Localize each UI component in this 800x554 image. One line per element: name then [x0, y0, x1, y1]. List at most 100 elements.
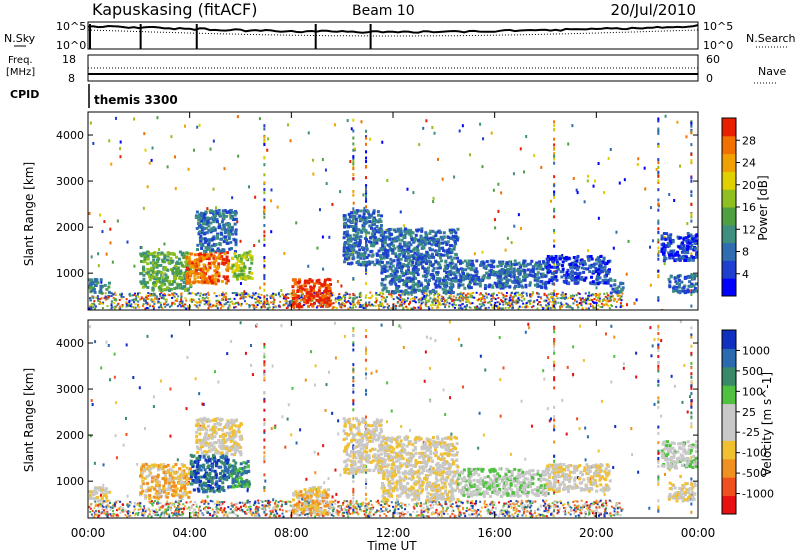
data-cell — [433, 293, 436, 296]
data-cell — [292, 302, 296, 306]
data-cell — [406, 280, 410, 284]
data-cell — [679, 244, 683, 248]
data-cell — [381, 234, 385, 238]
data-cell — [446, 248, 450, 252]
data-cell — [427, 299, 430, 303]
data-cell — [606, 292, 609, 295]
data-cell — [508, 296, 511, 299]
data-cell — [380, 283, 384, 287]
data-cell — [485, 264, 489, 268]
data-cell — [357, 263, 361, 267]
data-cell — [263, 127, 266, 131]
data-cell — [394, 282, 398, 286]
data-cell — [413, 239, 417, 243]
data-cell — [228, 304, 231, 307]
data-cell — [372, 232, 376, 236]
data-cell — [371, 260, 375, 264]
data-cell — [524, 283, 528, 287]
data-cell — [151, 288, 155, 292]
data-cell — [328, 301, 332, 305]
data-cell — [365, 142, 368, 146]
data-cell — [479, 306, 482, 309]
data-cell — [444, 299, 447, 302]
data-cell — [222, 298, 225, 301]
data-cell — [409, 285, 413, 289]
data-cell — [214, 259, 218, 263]
data-cell — [216, 236, 220, 240]
data-cell — [520, 296, 523, 299]
data-cell — [456, 299, 459, 302]
data-cell — [429, 229, 433, 233]
data-cell — [693, 240, 697, 244]
data-cell — [146, 252, 150, 256]
data-cell — [179, 282, 183, 286]
data-cell — [352, 177, 355, 181]
data-cell — [163, 282, 167, 286]
data-cell — [290, 296, 293, 299]
data-cell — [663, 255, 667, 259]
data-cell — [196, 214, 200, 218]
data-cell — [234, 268, 238, 272]
data-cell — [690, 304, 693, 308]
data-cell — [340, 296, 343, 299]
data-cell — [358, 301, 361, 304]
colorbar-swatch — [722, 153, 736, 172]
data-cell — [686, 288, 690, 292]
data-cell — [471, 276, 475, 280]
data-cell — [673, 198, 676, 202]
data-cell — [525, 501, 528, 504]
data-cell — [248, 306, 251, 309]
data-cell — [405, 284, 409, 288]
data-cell — [690, 121, 693, 125]
data-cell — [146, 301, 149, 304]
data-cell — [575, 272, 579, 276]
data-cell — [195, 304, 198, 307]
data-cell — [213, 264, 217, 268]
data-cell — [337, 296, 340, 299]
data-cell — [448, 277, 452, 281]
data-cell — [207, 299, 210, 302]
data-cell — [470, 268, 474, 272]
data-cell — [434, 271, 438, 275]
data-cell — [372, 216, 376, 220]
data-cell — [118, 299, 121, 302]
data-cell — [211, 278, 215, 282]
data-cell — [572, 176, 575, 180]
data-cell — [618, 294, 621, 297]
data-cell — [396, 227, 400, 231]
data-cell — [497, 291, 500, 294]
data-cell — [201, 222, 205, 226]
data-cell — [396, 235, 400, 239]
data-cell — [598, 297, 601, 300]
data-cell — [540, 286, 544, 290]
data-cell — [352, 193, 355, 197]
data-cell — [528, 283, 532, 287]
data-cell — [180, 276, 184, 280]
data-cell — [445, 281, 449, 285]
data-cell — [198, 213, 202, 217]
data-cell — [550, 292, 553, 295]
data-cell — [689, 247, 693, 251]
data-cell — [156, 270, 160, 274]
data-cell — [196, 265, 200, 269]
data-cell — [321, 294, 325, 298]
data-cell — [321, 235, 324, 239]
data-cell — [684, 236, 688, 240]
data-cell — [349, 296, 352, 299]
nave-tick-top: 60 — [706, 53, 720, 66]
data-cell — [326, 298, 330, 302]
data-cell — [368, 301, 371, 304]
data-cell — [211, 229, 215, 233]
data-cell — [312, 158, 315, 162]
data-cell — [461, 283, 465, 287]
data-cell — [425, 250, 429, 254]
data-cell — [452, 305, 455, 308]
data-cell — [461, 268, 465, 272]
data-cell — [346, 301, 349, 304]
data-cell — [473, 282, 477, 286]
data-cell — [299, 299, 302, 302]
data-cell — [139, 298, 142, 301]
data-cell — [556, 262, 560, 266]
data-cell — [251, 296, 254, 299]
data-cell — [168, 279, 172, 283]
